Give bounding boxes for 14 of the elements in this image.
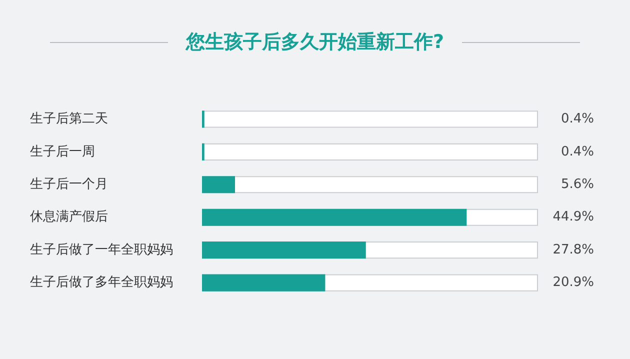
chart-title: 您生孩子后多久开始重新工作? [184,30,446,55]
y-tick-label: 生子后第二天 [30,112,108,127]
y-tick-label: 生子后一个月 [30,177,108,192]
y-tick-label: 生子后做了一年全职妈妈 [30,242,173,258]
y-tick-label: 休息满产假后 [30,210,108,225]
y-tick-label: 生子后做了多年全职妈妈 [30,275,173,290]
y-tick-label: 生子后一周 [30,144,95,160]
data-label: 44.9% [552,210,594,225]
data-label: 5.6% [560,177,594,192]
data-label: 27.8% [552,242,594,258]
data-label: 0.4% [560,112,594,127]
data-label: 20.9% [552,275,594,290]
data-label: 0.4% [560,144,594,160]
bar [202,176,236,194]
